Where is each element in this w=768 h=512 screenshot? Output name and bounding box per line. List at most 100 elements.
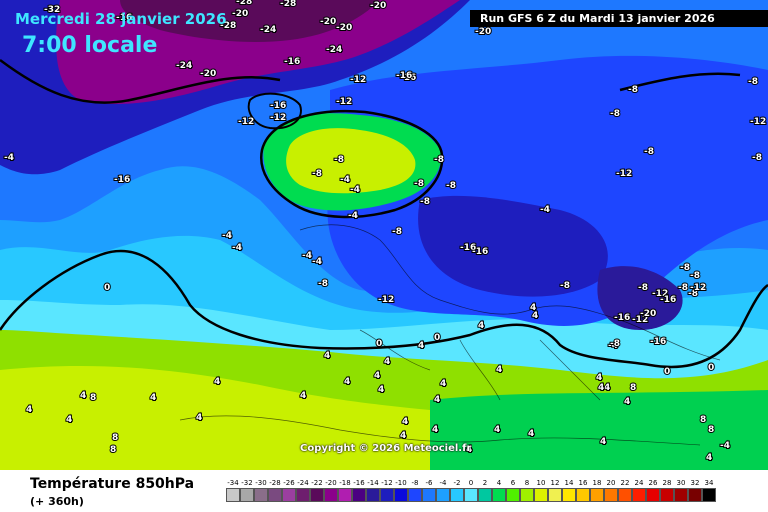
scale-step-swatch xyxy=(268,488,282,502)
scale-step-swatch xyxy=(534,488,548,502)
map-value-labels: -32 -20-20-28 -24-20-28 -28-16-20-16-24-24-… xyxy=(3,0,767,464)
scale-step-label: -4 xyxy=(439,479,447,487)
scale-step-swatch xyxy=(464,488,478,502)
scale-step: -6 xyxy=(422,478,436,502)
scale-step-swatch xyxy=(646,488,660,502)
map-value-label: 0 xyxy=(708,363,714,373)
scale-step-label: 26 xyxy=(648,479,658,487)
map-value-label: -8 xyxy=(628,85,638,95)
map-value-label: -4 xyxy=(4,153,14,163)
temperature-zone-yellow xyxy=(0,365,430,470)
map-value-label: -8 xyxy=(434,155,444,165)
temperature-zone-cold-east xyxy=(597,266,683,330)
map-value-label: -4 xyxy=(348,211,358,221)
map-value-label: -4 xyxy=(340,175,350,185)
map-value-label: -16 xyxy=(614,313,630,323)
map-value-label: 0 xyxy=(376,339,382,349)
map-value-label: 4 xyxy=(624,397,630,407)
map-value-label: 0 xyxy=(104,283,110,293)
map-value-label: -16 xyxy=(472,247,488,257)
scale-step-swatch xyxy=(310,488,324,502)
scale-step-swatch xyxy=(254,488,268,502)
scale-step-swatch xyxy=(590,488,604,502)
map-value-label: -12 xyxy=(616,169,632,179)
scale-step: -16 xyxy=(352,478,366,502)
legend-title: Température 850hPa xyxy=(30,476,195,492)
map-value-label: -12 xyxy=(690,283,706,293)
map-value-label: -4 xyxy=(302,251,312,261)
coastline-europe xyxy=(299,224,721,401)
copyright: Copyright © 2026 Meteociel.fr xyxy=(300,443,472,454)
temperature-zone-cold-core xyxy=(418,195,608,297)
scale-step-label: -16 xyxy=(353,479,365,487)
map-value-label: 4 xyxy=(26,405,32,415)
scale-step: 34 xyxy=(702,478,716,502)
map-value-label: -4 xyxy=(222,231,232,241)
isotherm-east xyxy=(619,72,741,92)
map-value-label: -8 xyxy=(334,155,344,165)
legend-subtitle: (+ 360h) xyxy=(30,495,84,508)
scale-step-label: 2 xyxy=(482,479,488,487)
scale-step-label: -6 xyxy=(425,479,433,487)
scale-step: 22 xyxy=(618,478,632,502)
map-value-label: 4 xyxy=(400,431,406,441)
temperature-map-svg: -32 -20-20-28 -24-20-28 -28-16-20-16-24-24-… xyxy=(0,0,768,470)
temperature-zone-extreme-cold xyxy=(120,0,380,42)
map-value-label: -8 xyxy=(638,283,648,293)
isotherm-north-sea-loop xyxy=(260,109,444,219)
map-value-label: 4 xyxy=(466,445,472,455)
scale-step-swatch xyxy=(618,488,632,502)
map-value-label: -4 xyxy=(540,205,550,215)
scale-step-label: -10 xyxy=(395,479,407,487)
map-value-label: -8 xyxy=(420,197,430,207)
map-value-label: 4 xyxy=(528,429,534,439)
scale-step-swatch xyxy=(660,488,674,502)
scale-step-swatch xyxy=(702,488,716,502)
map-value-label: -20 xyxy=(320,17,336,27)
map-value-label: -12 xyxy=(238,117,254,127)
scale-step-swatch xyxy=(282,488,296,502)
scale-step-swatch xyxy=(632,488,646,502)
map-value-label: -12 xyxy=(378,295,394,305)
scale-step-swatch xyxy=(548,488,562,502)
scale-step-swatch xyxy=(604,488,618,502)
scale-step-swatch xyxy=(520,488,534,502)
scale-step-label: 4 xyxy=(496,479,502,487)
map-value-label: -8 xyxy=(688,289,698,299)
scale-step-label: -14 xyxy=(367,479,379,487)
scale-step-swatch xyxy=(366,488,380,502)
scale-step: 4 xyxy=(492,478,506,502)
map-value-label: 4 xyxy=(300,391,306,401)
map-value-label: -8 xyxy=(690,271,700,281)
map-value-label: -8 xyxy=(644,147,654,157)
scale-step-swatch xyxy=(436,488,450,502)
map-value-label: 4 xyxy=(706,453,712,463)
map-value-label: -4 xyxy=(608,341,618,351)
scale-step-swatch xyxy=(296,488,310,502)
scale-step: 24 xyxy=(632,478,646,502)
map-value-label: -12 xyxy=(632,315,648,325)
scale-step: -28 xyxy=(268,478,282,502)
map-value-label: -12 xyxy=(750,117,766,127)
scale-step-swatch xyxy=(576,488,590,502)
scale-step: 2 xyxy=(478,478,492,502)
map-value-label: -8 xyxy=(680,263,690,273)
map-value-label: -16 xyxy=(396,71,412,81)
map-value-label: -20 xyxy=(200,69,216,79)
scale-step: -4 xyxy=(436,478,450,502)
map-value-label: -12 xyxy=(336,97,352,107)
map-value-label: 8 xyxy=(708,425,714,435)
scale-step-label: -2 xyxy=(453,479,461,487)
scale-step: 6 xyxy=(506,478,520,502)
isotherm-minus-eight xyxy=(0,58,281,104)
map-value-label: -24 xyxy=(260,25,276,35)
scale-step-swatch xyxy=(408,488,422,502)
scale-step-swatch xyxy=(492,488,506,502)
scale-step: 28 xyxy=(660,478,674,502)
scale-step: -14 xyxy=(366,478,380,502)
scale-step: -24 xyxy=(296,478,310,502)
scale-step-label: 12 xyxy=(550,479,560,487)
scale-step: -30 xyxy=(254,478,268,502)
scale-step-label: 28 xyxy=(662,479,672,487)
